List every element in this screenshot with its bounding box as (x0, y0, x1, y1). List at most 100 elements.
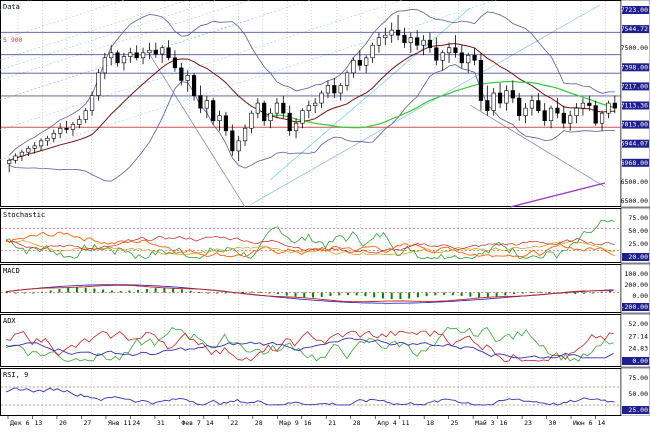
candle-body (333, 85, 337, 93)
macd-histogram-bar (531, 292, 533, 293)
x-axis-label: 18 (426, 419, 434, 427)
x-axis-label: Дек 6 (10, 419, 30, 427)
y-axis-label: 25.00 (628, 406, 648, 414)
macd-histogram-bar (120, 291, 122, 293)
candle-body (371, 45, 375, 58)
candle-body (447, 48, 451, 53)
candle-body (78, 119, 82, 124)
y-axis-label: 7217.00 (621, 82, 648, 90)
x-axis-label: 14 (206, 419, 214, 427)
x-axis-label: Янв 11 (108, 419, 132, 427)
candle-body (116, 53, 120, 63)
candle-body (97, 73, 101, 96)
candle-body (511, 91, 515, 99)
candle-body (71, 124, 75, 129)
y-axis-label: 52.00 (628, 320, 648, 328)
candle-body (154, 50, 158, 54)
candle-body (167, 48, 171, 58)
macd-histogram-bar (50, 290, 52, 292)
y-axis-label: 20.00 (628, 253, 648, 261)
macd-histogram-bar (6, 292, 8, 293)
candle-body (313, 103, 317, 106)
panel-frame (1, 315, 622, 367)
candle-body (224, 116, 228, 131)
x-axis-label: 20 (59, 419, 67, 427)
macd-histogram-bar (85, 288, 87, 293)
macd-histogram-bar (338, 293, 340, 296)
macd-histogram-bar (408, 293, 410, 299)
candle-body (39, 141, 43, 146)
macd-histogram-bar (347, 293, 349, 296)
macd-histogram-bar (356, 293, 358, 296)
candle-body (192, 75, 196, 95)
macd-histogram-bar (434, 293, 436, 296)
macd-histogram-bar (146, 289, 148, 293)
panel-title: MACD (3, 267, 20, 275)
x-axis-label: 24 (132, 419, 140, 427)
candle-body (568, 116, 572, 124)
x-axis-label: Июн 6 (573, 419, 593, 427)
macd-histogram-bar (23, 293, 25, 294)
x-axis-label: 28 (353, 419, 361, 427)
candle-body (58, 128, 62, 133)
candle-body (237, 141, 241, 151)
panel-title: Stochastic (3, 211, 45, 219)
candle-body (199, 96, 203, 109)
candle-body (435, 48, 439, 61)
candle-body (607, 103, 611, 113)
candle-body (549, 108, 553, 121)
candle-body (441, 53, 445, 61)
candle-body (594, 106, 598, 124)
x-axis-label: Фев 7 (181, 419, 201, 427)
candle-body (479, 60, 483, 100)
candle-body (364, 58, 368, 66)
macd-histogram-bar (251, 292, 253, 293)
candle-body (415, 38, 419, 46)
macd-histogram-bar (76, 288, 78, 293)
candle-body (275, 103, 279, 113)
candle-body (466, 55, 470, 63)
candle-body (562, 113, 566, 123)
candle-body (27, 148, 31, 152)
macd-histogram-bar (58, 289, 60, 292)
panel-title: Data (3, 3, 20, 11)
macd-histogram-bar (155, 288, 157, 292)
macd-histogram-bar (198, 292, 200, 293)
candle-body (243, 128, 247, 141)
candle-body (250, 113, 254, 128)
x-axis-label: 13 (34, 419, 42, 427)
macd-histogram-bar (163, 288, 165, 293)
candle-body (65, 128, 69, 129)
macd-histogram-bar (364, 293, 366, 297)
candle-body (613, 103, 617, 108)
y-axis-label: 50.00 (628, 390, 648, 398)
y-axis-label: 27.14 (628, 332, 648, 340)
panel-frame (1, 265, 622, 313)
y-axis-label: 24.83 (628, 345, 648, 353)
y-axis-label: 100.00 (625, 270, 649, 278)
y-axis-label: 50.00 (628, 227, 648, 235)
candle-body (556, 108, 560, 113)
y-axis-label: 25.00 (628, 240, 648, 248)
macd-histogram-bar (592, 293, 594, 294)
candle-body (282, 103, 286, 113)
candle-body (218, 116, 222, 121)
macd-histogram-bar (303, 293, 305, 298)
candle-body (320, 93, 324, 103)
panel-title: RSI, 9 (3, 371, 28, 379)
x-axis-label: 31 (157, 419, 165, 427)
candle-body (141, 53, 145, 58)
candle-body (262, 103, 266, 121)
macd-histogram-bar (277, 293, 279, 295)
y-axis-label: 200.00 (625, 281, 649, 289)
macd-histogram-bar (190, 291, 192, 293)
candle-body (352, 60, 356, 73)
macd-histogram-bar (469, 293, 471, 297)
candle-body (492, 93, 496, 111)
macd-histogram-bar (417, 293, 419, 298)
